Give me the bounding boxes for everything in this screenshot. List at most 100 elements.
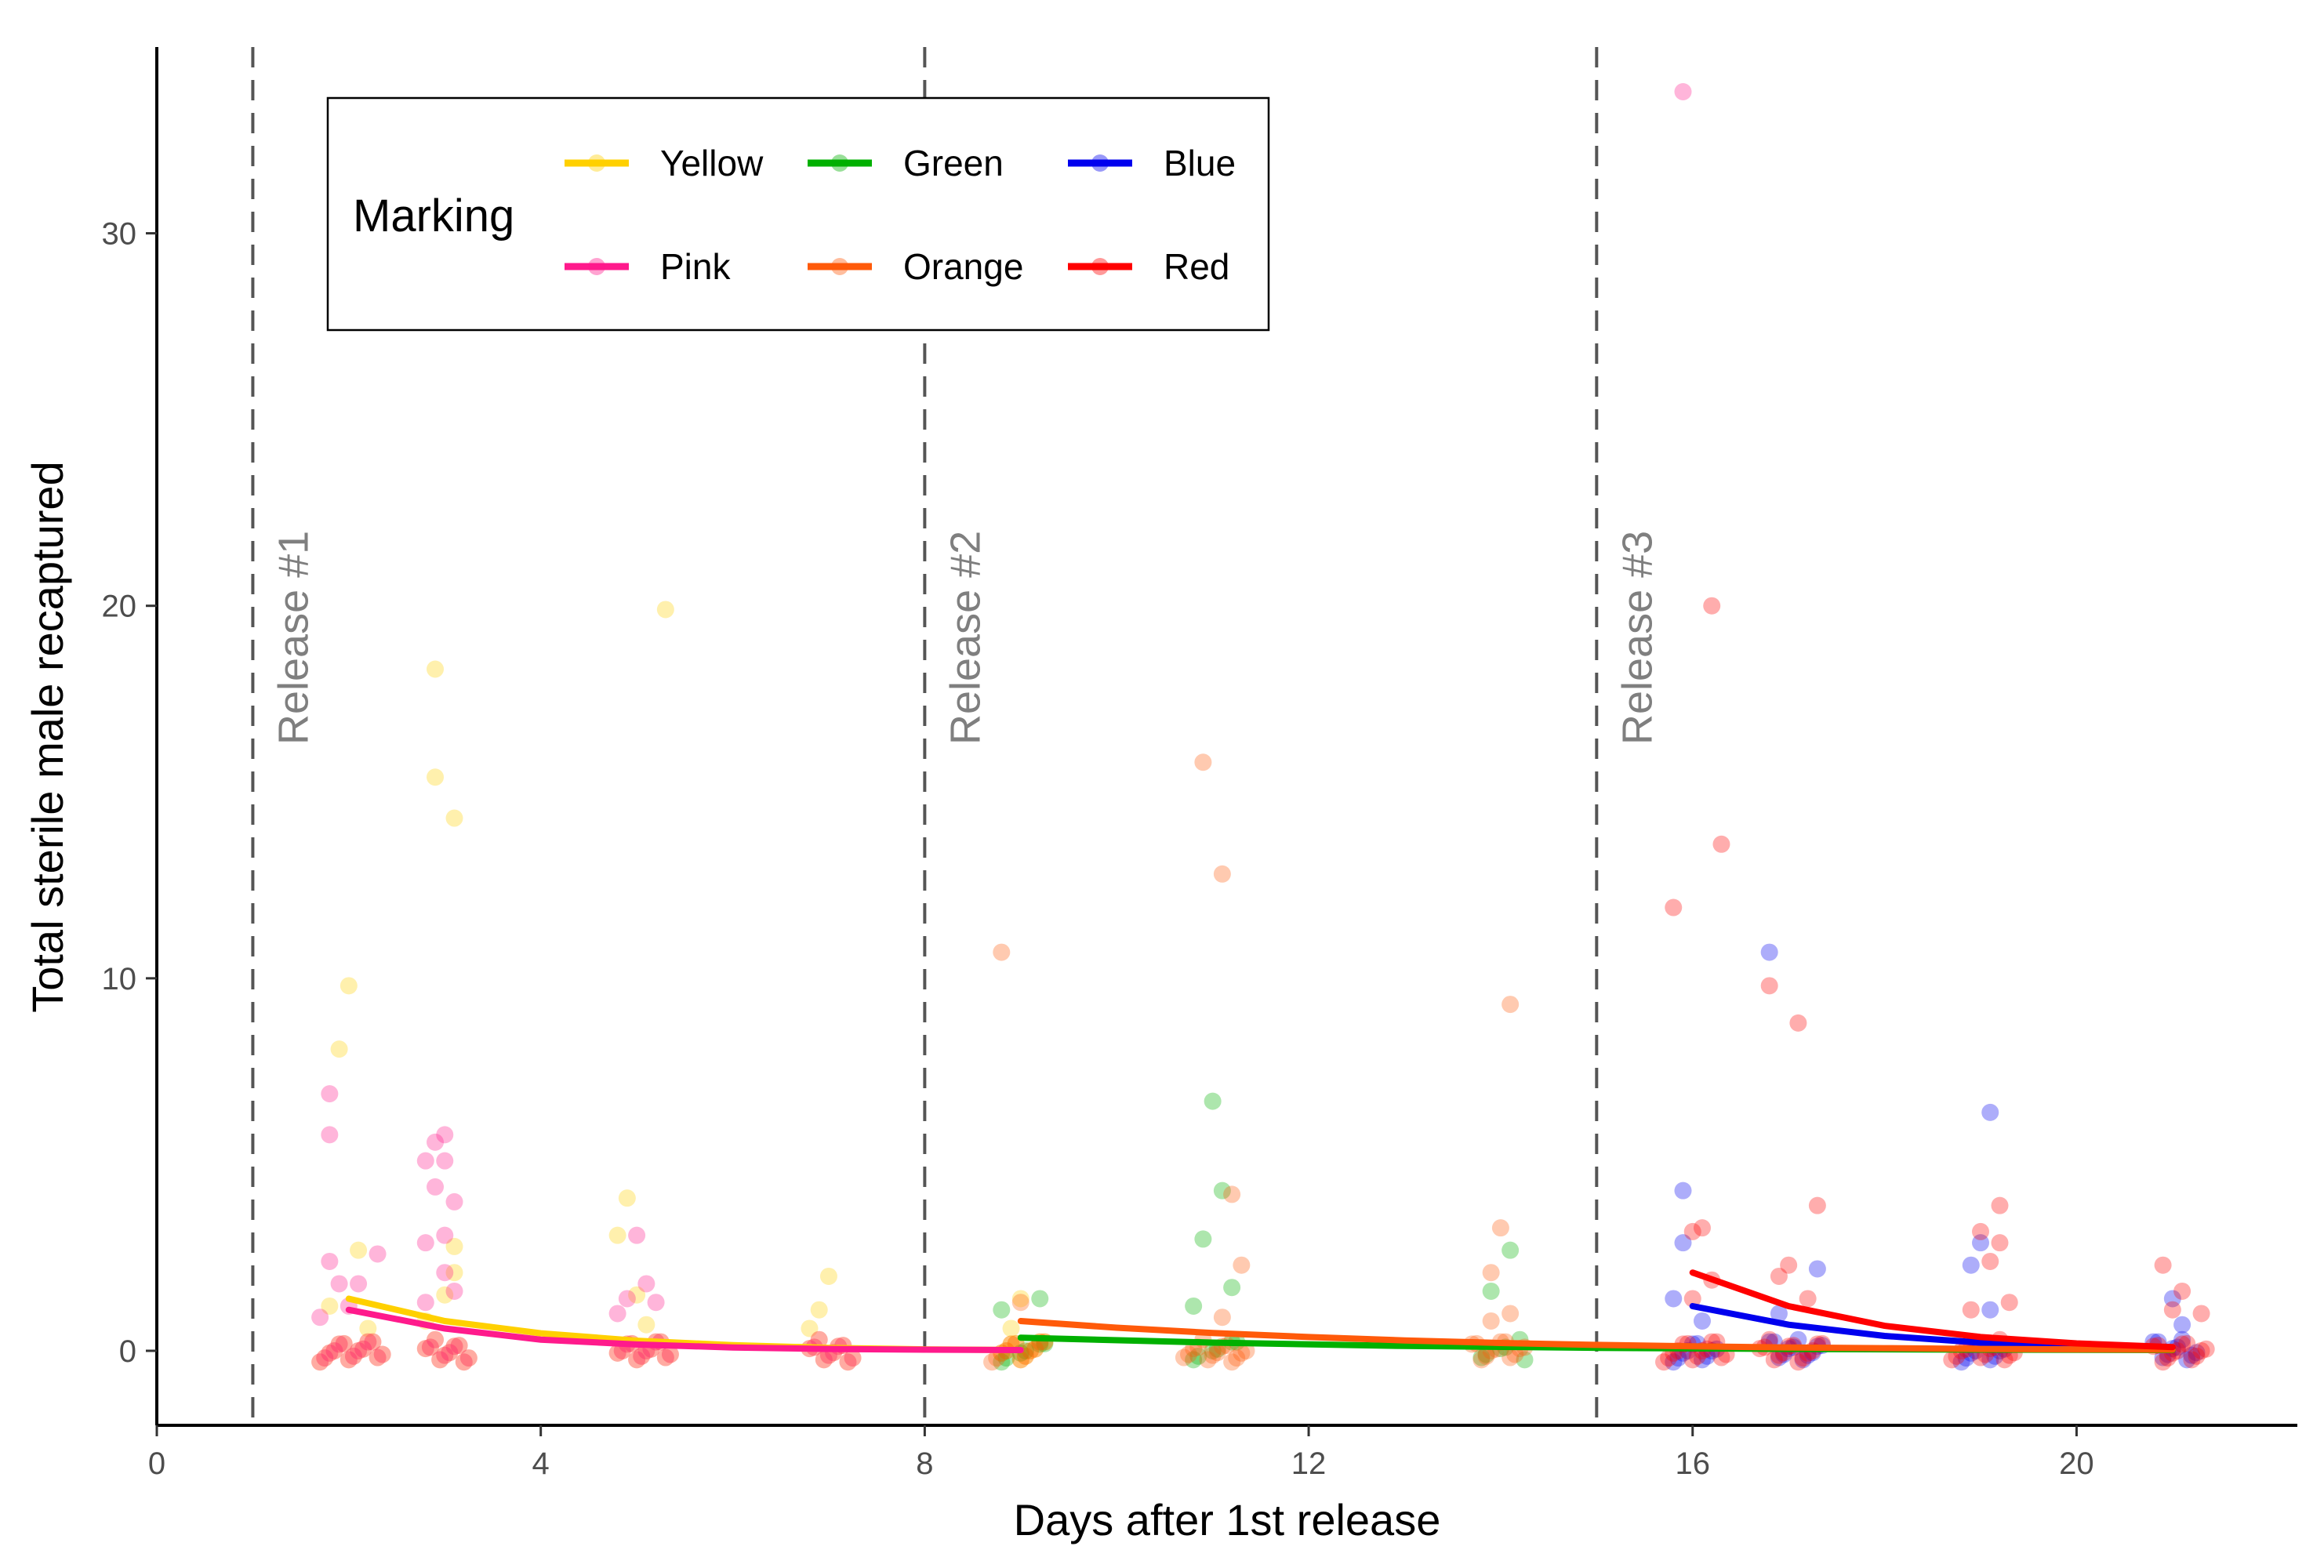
data-point	[2178, 1334, 2196, 1352]
series-yellow	[311, 601, 1054, 1371]
data-point	[325, 1341, 343, 1359]
data-point	[321, 1344, 339, 1362]
axes: 0 4 8 12 16 20 0 10 20 30	[102, 47, 2297, 1481]
data-point	[661, 1345, 679, 1363]
legend-key-point	[588, 258, 605, 275]
y-axis-title: Total sterile male recaptured	[23, 461, 72, 1012]
legend-item-pink: Pink	[565, 246, 731, 287]
legend-item-yellow: Yellow	[565, 143, 764, 183]
data-point	[1760, 1330, 1778, 1348]
data-point	[330, 1335, 348, 1353]
data-point	[1674, 1234, 1692, 1252]
data-point	[450, 1337, 468, 1355]
data-point	[1223, 1353, 1241, 1371]
data-point	[1665, 1290, 1683, 1308]
data-point	[1957, 1349, 1975, 1367]
y-ticks: 0 10 20 30	[102, 217, 157, 1369]
data-point	[1204, 1341, 1222, 1359]
data-point	[2173, 1330, 2191, 1348]
data-point	[1683, 1351, 1701, 1369]
data-point	[839, 1353, 857, 1371]
data-point	[1011, 1351, 1029, 1369]
x-tick-label: 4	[532, 1446, 550, 1481]
x-tick-label: 20	[2059, 1446, 2094, 1481]
data-point	[321, 1085, 339, 1103]
y-tick-label: 20	[102, 590, 137, 624]
data-point	[1770, 1305, 1788, 1323]
data-point	[815, 1351, 833, 1369]
data-point	[416, 1234, 434, 1252]
data-point	[1491, 1219, 1509, 1237]
data-point	[1780, 1256, 1798, 1274]
data-point	[1703, 597, 1721, 615]
data-point	[633, 1347, 651, 1365]
data-point	[2173, 1282, 2191, 1300]
data-point	[819, 1267, 837, 1285]
data-point	[316, 1349, 334, 1367]
data-point	[1472, 1351, 1491, 1369]
data-point	[436, 1286, 454, 1304]
data-point	[1712, 1348, 1730, 1367]
data-point	[459, 1349, 478, 1367]
data-point	[436, 1126, 454, 1144]
data-point	[1199, 1351, 1217, 1369]
data-point	[416, 1340, 434, 1358]
data-point	[993, 1301, 1011, 1319]
data-point	[1472, 1348, 1491, 1367]
data-point	[364, 1333, 382, 1351]
data-point	[1962, 1256, 1980, 1274]
data-point	[1477, 1345, 1495, 1363]
fit-line-red	[1689, 1269, 2176, 1351]
data-point	[1794, 1351, 1812, 1369]
data-point	[2173, 1316, 2191, 1334]
data-point	[316, 1349, 334, 1367]
data-point	[2192, 1305, 2210, 1323]
data-point	[1765, 1351, 1783, 1369]
data-point	[810, 1301, 828, 1319]
data-point	[330, 1275, 348, 1293]
data-point	[359, 1333, 377, 1351]
data-point	[427, 1133, 445, 1151]
data-point	[1995, 1351, 2014, 1369]
data-point	[1213, 1308, 1231, 1327]
data-point	[801, 1319, 819, 1338]
data-point	[445, 809, 463, 827]
data-point	[608, 1226, 626, 1244]
data-point	[340, 977, 358, 995]
release-label: Release #1	[270, 531, 317, 745]
data-point	[350, 1275, 368, 1293]
data-point	[1026, 1340, 1044, 1358]
data-point	[335, 1334, 353, 1352]
data-point	[2192, 1341, 2210, 1359]
data-point	[1204, 1346, 1222, 1364]
data-point	[359, 1319, 377, 1338]
data-point	[1808, 1260, 1826, 1278]
data-point	[321, 1252, 339, 1270]
legend-item-orange: Orange	[808, 246, 1023, 287]
data-point	[1194, 753, 1212, 771]
data-point	[373, 1345, 391, 1363]
data-point	[2159, 1349, 2177, 1367]
legend-key-point	[831, 154, 848, 172]
data-point	[436, 1264, 454, 1282]
data-point	[1693, 1312, 1711, 1330]
data-point	[2197, 1340, 2215, 1358]
data-point	[354, 1340, 372, 1358]
data-point	[325, 1341, 343, 1359]
data-point	[1789, 1014, 1807, 1032]
plot-area: Release #1 Release #2 Release #3	[251, 47, 2215, 1425]
fit-line-orange	[1017, 1318, 2176, 1353]
data-point	[608, 1344, 626, 1362]
data-point	[1180, 1345, 1198, 1363]
data-point	[2183, 1351, 2201, 1369]
data-point	[335, 1334, 353, 1352]
data-point	[445, 1264, 463, 1282]
legend-key-point	[831, 258, 848, 275]
data-point	[321, 1297, 339, 1315]
data-point	[445, 1282, 463, 1300]
data-point	[311, 1308, 329, 1327]
data-point	[436, 1152, 454, 1170]
legend-label: Green	[903, 143, 1004, 183]
data-point	[1482, 1312, 1500, 1330]
legend-label: Orange	[903, 246, 1023, 287]
